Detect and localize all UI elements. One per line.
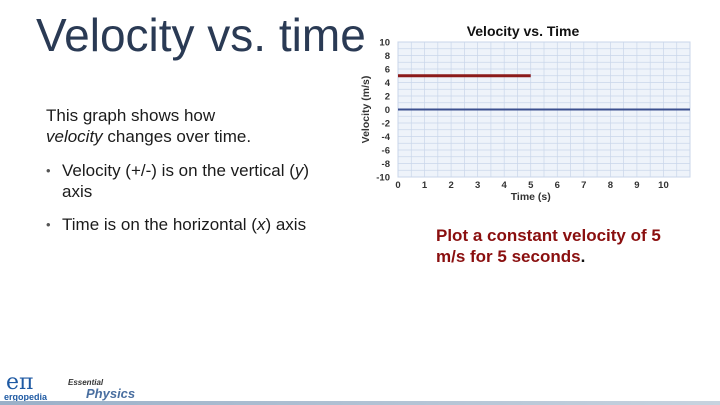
logo-physics-text: Physics bbox=[86, 386, 136, 401]
y-tick-label: 4 bbox=[385, 78, 391, 89]
intro-after: changes over time. bbox=[107, 127, 252, 146]
x-tick-label: 8 bbox=[608, 180, 613, 191]
intro-text: This graph shows how velocity changes ov… bbox=[46, 105, 346, 147]
x-tick-label: 9 bbox=[634, 180, 639, 191]
bullet-text-end: ) axis bbox=[265, 215, 307, 234]
task-text: Plot a constant velocity of 5 m/s for 5 … bbox=[436, 226, 661, 266]
x-tick-label: 3 bbox=[475, 180, 480, 191]
task-period: . bbox=[580, 247, 586, 266]
bullet-list: • Velocity (+/-) is on the vertical (y) … bbox=[46, 160, 336, 247]
y-tick-label: -4 bbox=[382, 132, 391, 143]
y-tick-label: 6 bbox=[385, 65, 390, 76]
y-tick-label: 2 bbox=[385, 92, 390, 103]
y-tick-label: 0 bbox=[385, 105, 390, 116]
bullet-item: • Velocity (+/-) is on the vertical (y) … bbox=[46, 160, 336, 202]
bullet-text: Velocity (+/-) is on the vertical ( bbox=[62, 161, 295, 180]
bullet-item: • Time is on the horizontal (x) axis bbox=[46, 214, 336, 235]
bullet-italic: x bbox=[256, 215, 266, 234]
x-tick-label: 0 bbox=[395, 180, 400, 191]
x-tick-label: 1 bbox=[422, 180, 428, 191]
y-tick-label: -2 bbox=[382, 119, 390, 130]
x-tick-label: 5 bbox=[528, 180, 534, 191]
x-tick-label: 10 bbox=[658, 180, 669, 191]
y-tick-label: -8 bbox=[382, 159, 390, 170]
ergopedia-wordmark: ergopedia bbox=[4, 392, 48, 402]
y-tick-label: -6 bbox=[382, 146, 390, 157]
bullet-dot-icon: • bbox=[46, 217, 51, 232]
x-tick-label: 4 bbox=[502, 180, 508, 191]
bullet-italic: y bbox=[294, 161, 304, 180]
plot-area: 10 8 6 4 2 0 -2 -4 -6 -8 -10 0 1 2 3 4 5 6 7 8 9 10 bbox=[376, 38, 691, 191]
x-tick-label: 6 bbox=[555, 180, 560, 191]
bullet-dot-icon: • bbox=[46, 163, 51, 178]
y-tick-label: 8 bbox=[385, 51, 390, 62]
intro-emphasis: velocity bbox=[46, 127, 103, 146]
task-instruction: Plot a constant velocity of 5 m/s for 5 … bbox=[436, 225, 686, 267]
velocity-time-chart: Velocity vs. Time 10 8 6 4 2 0 -2 -4 -6 -8 -10 0 1 2 3… bbox=[360, 23, 691, 203]
bullet-text-end: ) axis bbox=[62, 161, 310, 201]
y-tick-label: 10 bbox=[379, 38, 390, 49]
intro-before: This graph shows how bbox=[46, 106, 216, 125]
logo-essential-text: Essential bbox=[68, 378, 104, 387]
footer-bar bbox=[0, 401, 720, 405]
x-axis-label: Time (s) bbox=[511, 191, 551, 203]
chart-title: Velocity vs. Time bbox=[467, 23, 580, 39]
x-tick-label: 7 bbox=[581, 180, 586, 191]
y-tick-label: -10 bbox=[376, 173, 390, 184]
slide-title: Velocity vs. time bbox=[36, 9, 366, 61]
ergopedia-logo: eπ ergopedia bbox=[4, 370, 58, 404]
y-axis-label: Velocity (m/s) bbox=[360, 76, 372, 144]
ergopedia-symbol: eπ bbox=[6, 370, 34, 395]
x-tick-label: 2 bbox=[448, 180, 453, 191]
bullet-text: Time is on the horizontal ( bbox=[62, 215, 257, 234]
